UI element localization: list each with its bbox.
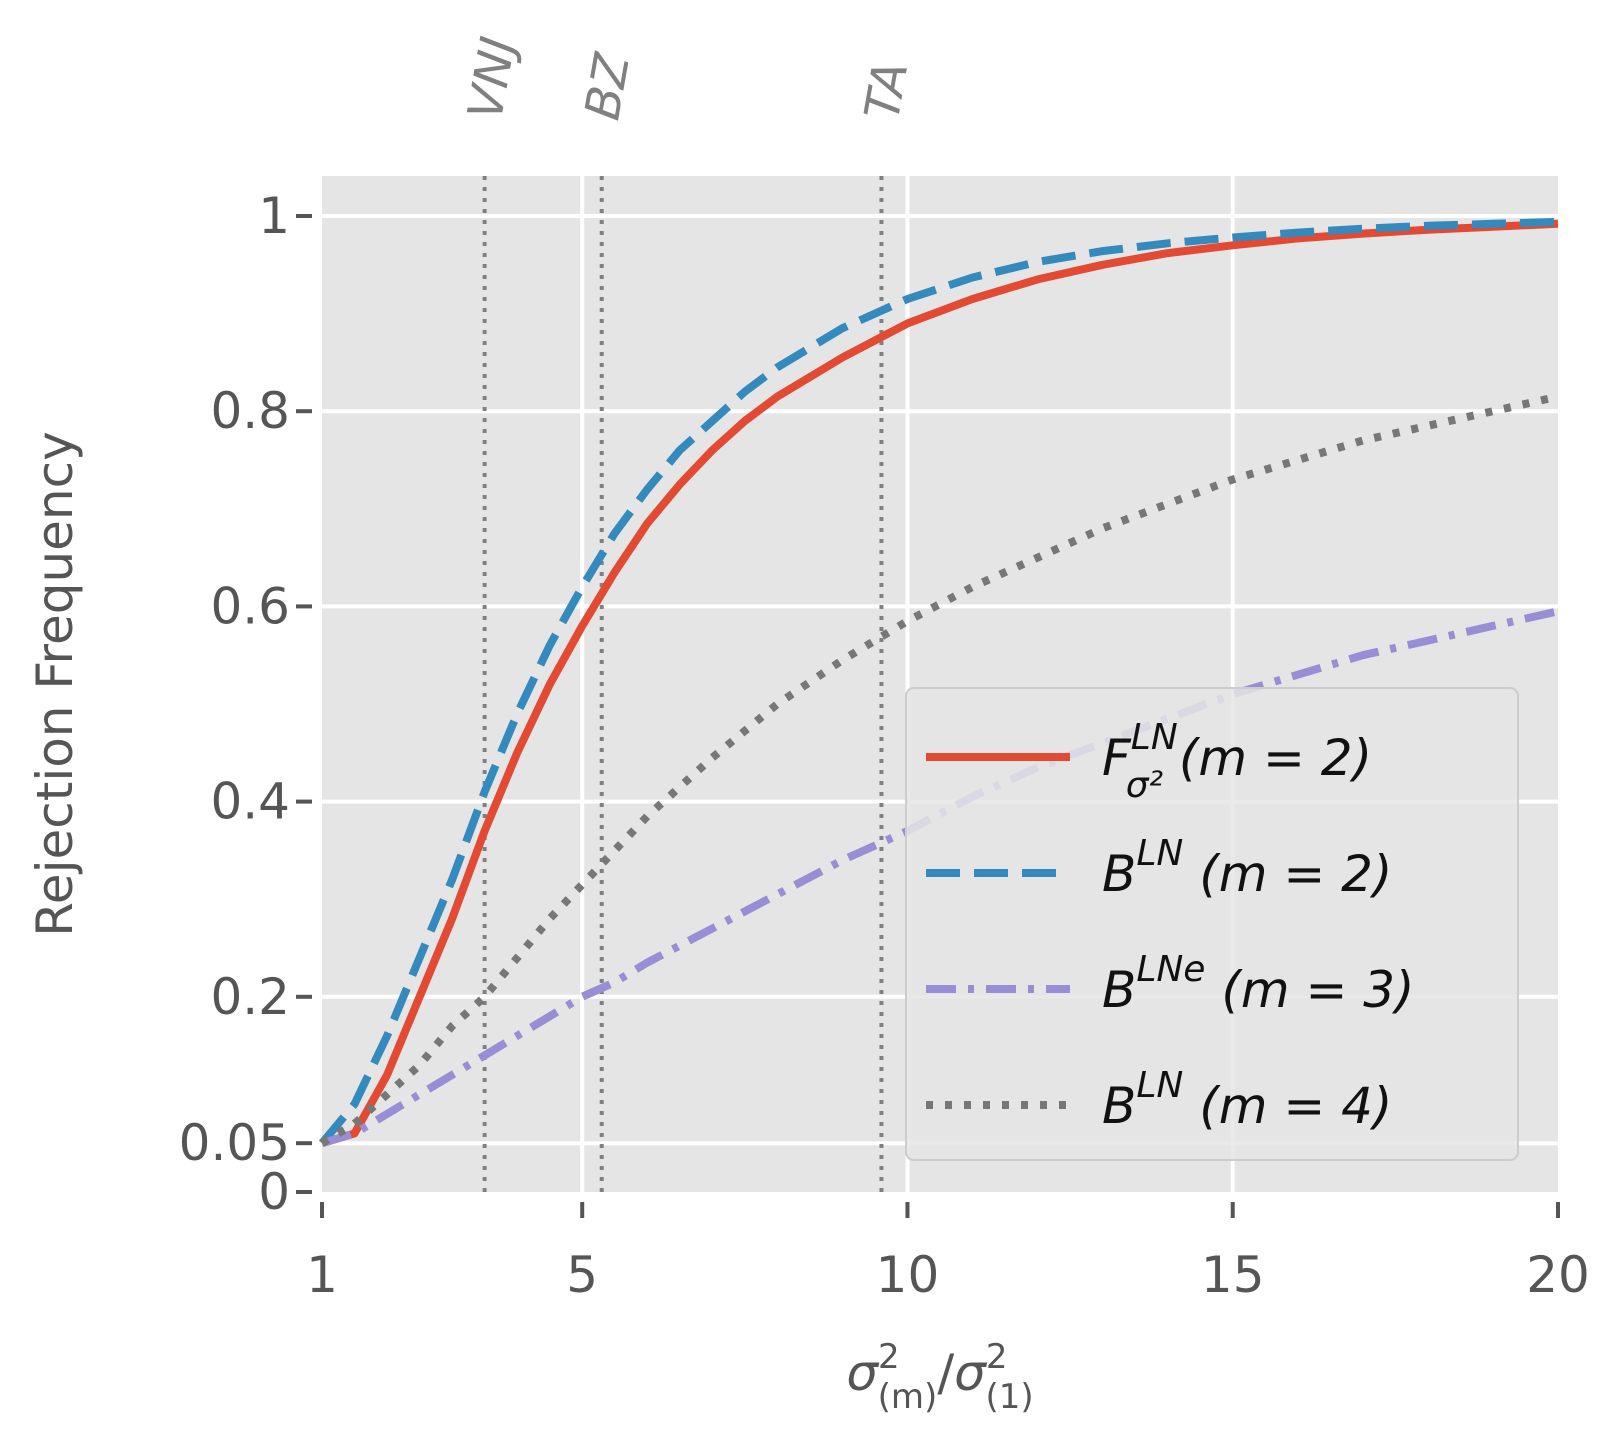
vline-label-vnj: VNJ: [457, 33, 527, 124]
reference-lines: VNJ BZ TA: [457, 33, 919, 1192]
y-tick-label: 0: [258, 1163, 290, 1221]
legend-label-4: BLN (m = 4): [1102, 1065, 1392, 1135]
y-tick-label: 0.6: [210, 577, 290, 635]
x-title-slash: /: [937, 1344, 954, 1402]
x-title-sup-den: 2: [986, 1337, 1008, 1377]
x-tick-label: 1: [306, 1246, 338, 1304]
legend-label-3: BLNe (m = 3): [1102, 949, 1415, 1019]
series-group: [318, 217, 1559, 1148]
x-title-sub-den: (1): [986, 1377, 1034, 1417]
series-line-1: [320, 219, 1559, 1148]
y-tick-label: 0.4: [210, 773, 290, 831]
legend-label-1: FLN σ² (m = 2): [1102, 717, 1372, 806]
y-axis-title: Rejection Frequency: [26, 431, 84, 936]
x-title-sigma-num: σ: [846, 1344, 879, 1402]
x-tick-label: 5: [566, 1246, 598, 1304]
x-tick-label: 15: [1201, 1246, 1265, 1304]
x-title-sup-num: 2: [878, 1337, 900, 1377]
vline-label-bz: BZ: [574, 48, 641, 124]
vline-label-ta: TA: [854, 57, 919, 124]
series-line-3: [320, 607, 1559, 1148]
x-tick-label: 10: [876, 1246, 940, 1304]
legend-label-2: BLN (m = 2): [1102, 833, 1392, 903]
y-tick-label: 0.2: [210, 968, 290, 1026]
y-tick-label: 0.8: [210, 382, 290, 440]
legend-frame: [905, 687, 1519, 1161]
y-tick-label: 1: [258, 187, 290, 245]
series-line-2: [318, 217, 1559, 1146]
y-tick-label: 0.05: [179, 1114, 290, 1172]
x-axis-title: σ2 (m)/σ2 (1): [846, 1337, 1033, 1417]
axes: 00.050.20.40.60.811 5 10 15 20: [179, 187, 1590, 1304]
legend: FLN σ² (m = 2) BLN (m = 2) BLNe (m = 3) BLN …: [905, 687, 1519, 1161]
x-tick-label: 20: [1526, 1246, 1590, 1304]
x-title-sigma-den: σ: [954, 1344, 987, 1402]
x-title-sub-num: (m): [878, 1377, 938, 1417]
series-line-4: [319, 392, 1559, 1147]
